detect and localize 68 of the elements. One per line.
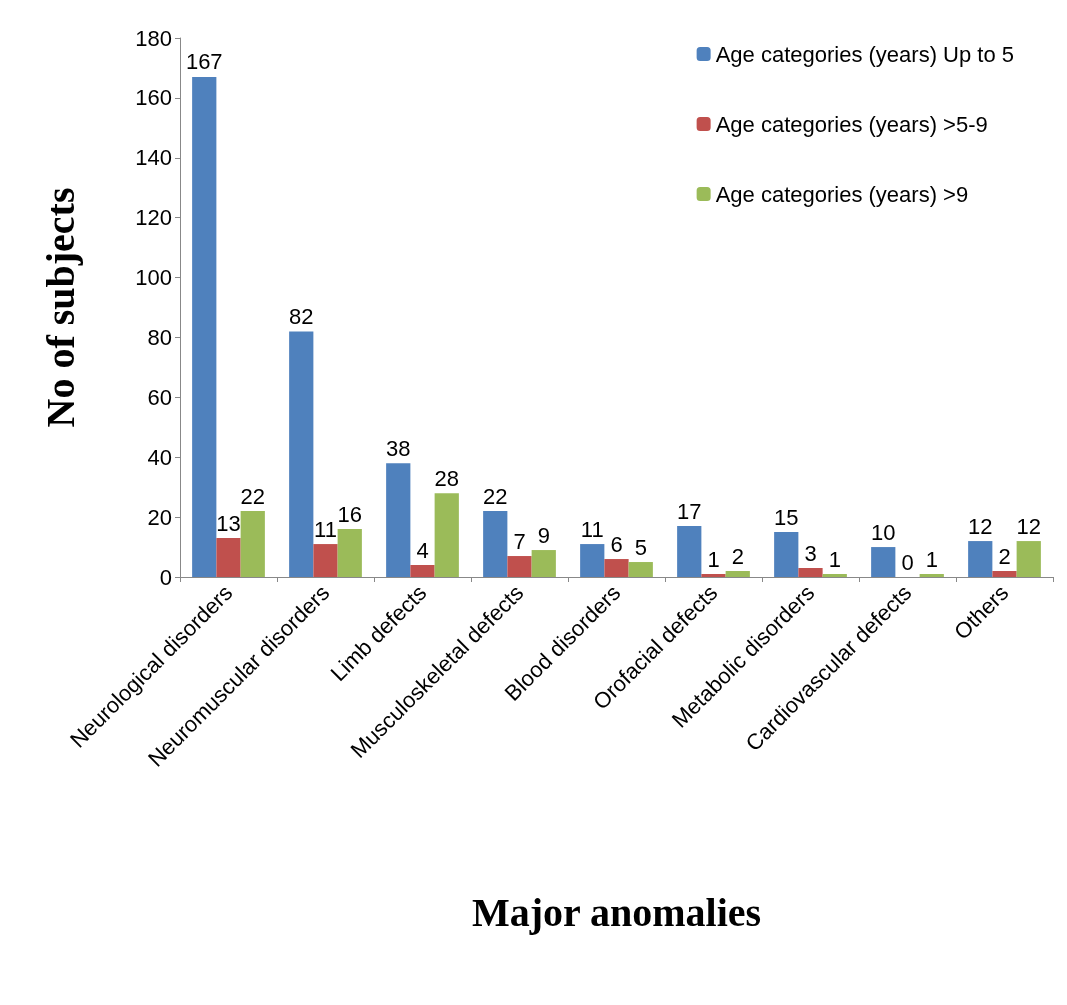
bar [604, 559, 629, 577]
data-label: 1 [925, 546, 938, 572]
data-label: 9 [537, 522, 550, 548]
legend-label: Age categories (years) Up to 5 [715, 41, 1015, 67]
bar [507, 556, 532, 577]
bar [968, 541, 993, 577]
legend-label: Age categories (years) >9 [715, 181, 969, 207]
y-tick-label: 120 [135, 205, 172, 231]
bar [313, 544, 338, 577]
data-label: 16 [337, 501, 362, 527]
bar [677, 526, 702, 577]
data-label: 0 [901, 549, 914, 575]
legend-label: Age categories (years) >5-9 [715, 111, 988, 137]
data-label: 22 [240, 483, 265, 509]
bar [386, 463, 411, 577]
data-label: 13 [216, 510, 241, 536]
bar [822, 574, 847, 577]
data-label: 15 [774, 504, 799, 530]
bar [240, 511, 265, 577]
y-tick-label: 140 [135, 145, 172, 171]
bar [798, 568, 823, 577]
bar [701, 574, 726, 577]
data-label: 22 [483, 483, 508, 509]
data-label: 38 [386, 435, 411, 461]
y-tick-label: 160 [135, 85, 172, 111]
data-label: 82 [289, 303, 314, 329]
x-axis-title: Major anomalies [471, 889, 762, 935]
data-label: 2 [731, 543, 744, 569]
y-tick-label: 100 [135, 265, 172, 291]
data-label: 10 [871, 519, 896, 545]
data-label: 167 [185, 49, 223, 75]
bar [725, 571, 750, 577]
data-label: 1 [828, 546, 841, 572]
bar [992, 571, 1017, 577]
bar [337, 529, 362, 577]
y-tick-label: 20 [147, 504, 172, 530]
y-tick-label: 0 [159, 564, 172, 590]
bar [871, 547, 896, 577]
y-tick-label: 180 [135, 25, 172, 51]
data-label: 11 [580, 516, 604, 542]
bar [289, 331, 314, 577]
bar [434, 493, 459, 577]
bar [1016, 541, 1041, 577]
data-label: 5 [634, 534, 647, 560]
bar [410, 565, 435, 577]
data-label: 28 [434, 465, 459, 491]
bar [216, 538, 241, 577]
bar [919, 574, 944, 577]
data-label: 1 [707, 546, 720, 572]
data-label: 11 [314, 516, 337, 542]
bar [192, 76, 217, 577]
data-label: 17 [677, 498, 702, 524]
data-label: 3 [804, 540, 817, 566]
y-axis-title: No of subjects [37, 187, 83, 428]
data-label: 2 [998, 543, 1011, 569]
y-tick-label: 80 [147, 324, 172, 350]
bar [580, 544, 605, 577]
bar [483, 511, 508, 577]
data-label: 12 [968, 513, 993, 539]
y-tick-label: 40 [147, 444, 172, 470]
data-label: 4 [416, 537, 429, 563]
data-label: 7 [513, 528, 526, 554]
data-label: 12 [1016, 513, 1041, 539]
bar [628, 562, 653, 577]
y-tick-label: 60 [147, 384, 172, 410]
data-label: 6 [610, 531, 623, 557]
bar [531, 550, 556, 577]
bar [774, 532, 799, 577]
